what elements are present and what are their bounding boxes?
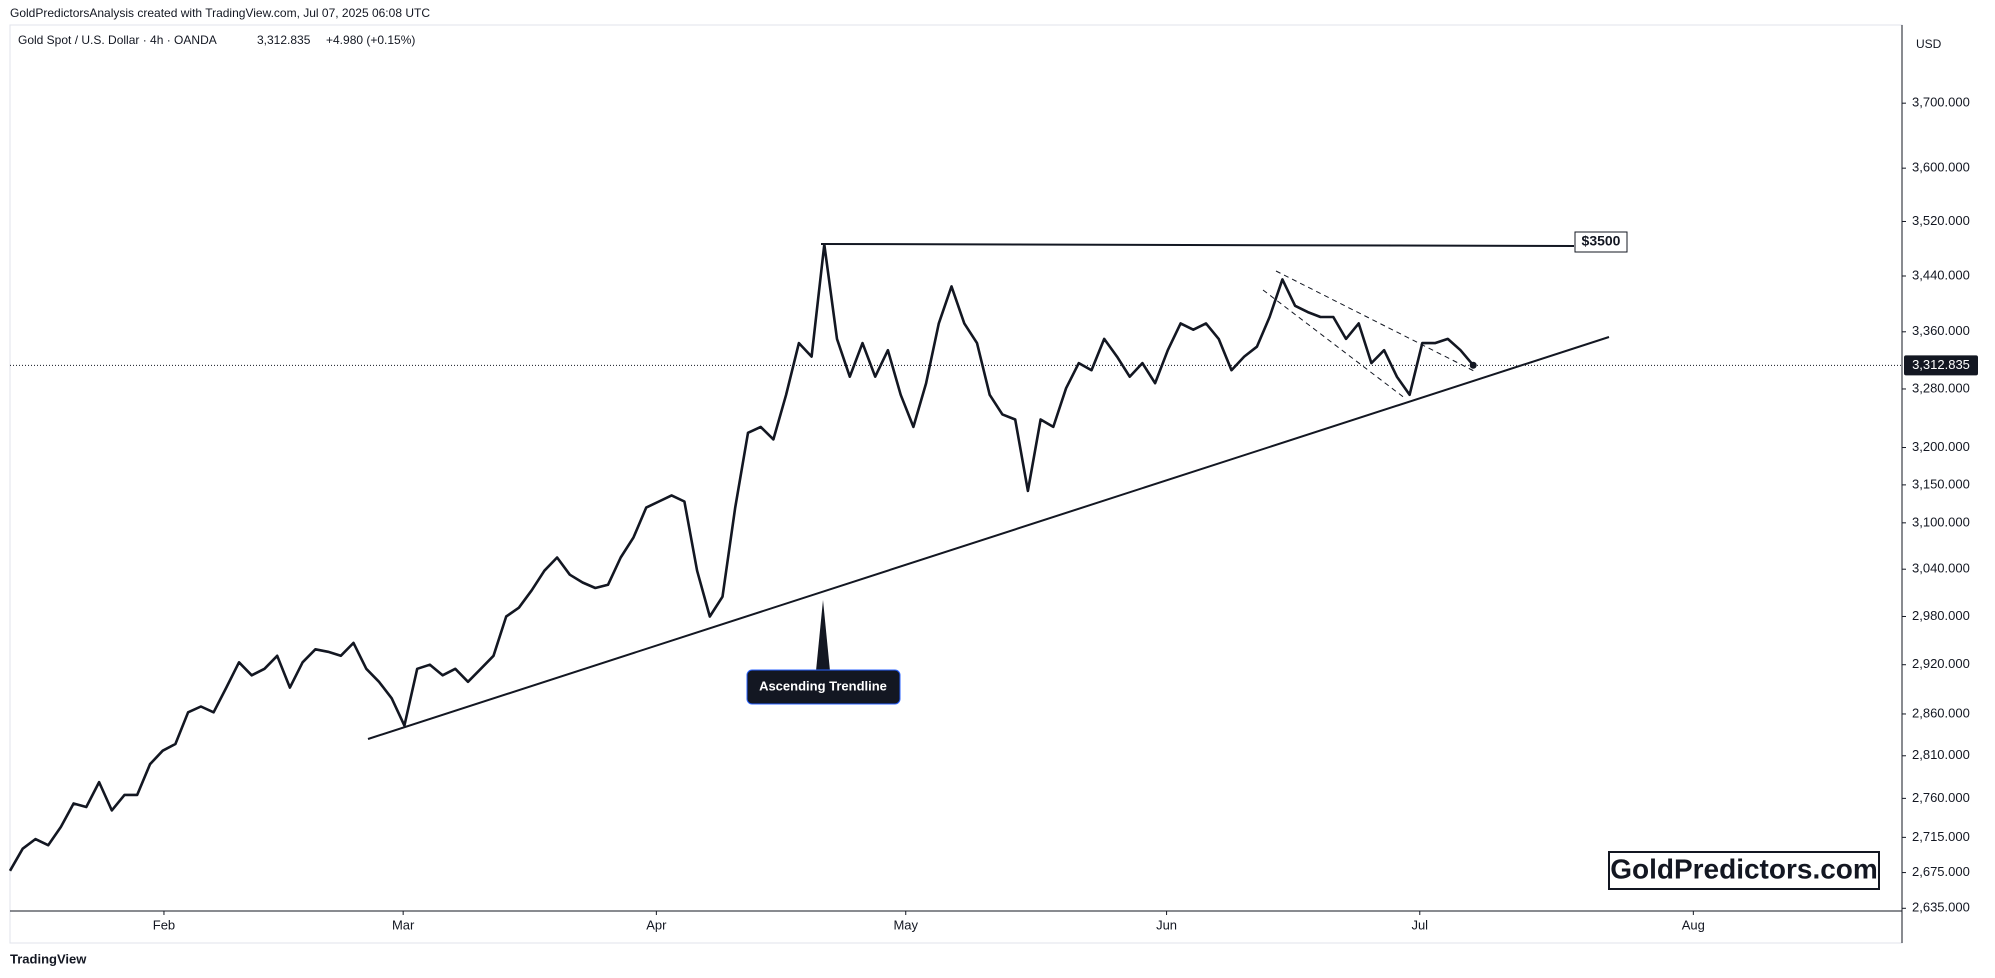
channel-lower (1262, 289, 1407, 400)
y-tick-label: 3,280.000 (1912, 380, 1970, 395)
x-tick-label: Jun (1156, 917, 1177, 932)
y-tick-label: 2,810.000 (1912, 747, 1970, 762)
x-tick-label: Feb (153, 917, 175, 932)
y-tick-label: 2,715.000 (1912, 829, 1970, 844)
y-tick-label: 2,920.000 (1912, 656, 1970, 671)
resistance-label: $3500 (1582, 233, 1621, 249)
x-tick-label: Apr (646, 917, 667, 932)
y-tick-label: 2,980.000 (1912, 608, 1970, 623)
y-tick-label: 3,700.000 (1912, 95, 1970, 110)
x-tick-label: May (893, 917, 918, 932)
ascending-trendline (367, 336, 1610, 740)
tradingview-logo: TradingView (10, 951, 87, 966)
last-price-box (1904, 355, 1978, 376)
y-tick-label: 3,360.000 (1912, 323, 1970, 338)
x-tick-label: Aug (1682, 917, 1705, 932)
y-tick-label: 2,675.000 (1912, 864, 1970, 879)
resistance-label-box (1574, 231, 1628, 253)
watermark-box (1608, 851, 1880, 890)
callout-arrow (816, 600, 830, 671)
watermark: GoldPredictors.com (1610, 853, 1878, 884)
last-point (1469, 361, 1477, 369)
y-tick-label: 2,635.000 (1912, 900, 1970, 915)
y-tick-label: 2,860.000 (1912, 705, 1970, 720)
price-line (8, 243, 1475, 872)
channel-upper (1275, 270, 1477, 373)
x-tick-label: Jul (1411, 917, 1428, 932)
y-tick-label: 3,200.000 (1912, 439, 1970, 454)
y-tick-label: 3,520.000 (1912, 213, 1970, 228)
y-tick-label: 3,440.000 (1912, 267, 1970, 282)
plot (8, 243, 1902, 872)
change: +4.980 (+0.15%) (326, 33, 415, 47)
x-tick-label: Mar (392, 917, 415, 932)
last-price-label: 3,312.835 (1912, 357, 1970, 372)
y-tick-label: 2,760.000 (1912, 790, 1970, 805)
y-tick-label: 3,040.000 (1912, 561, 1970, 576)
y-tick-label: 3,150.000 (1912, 476, 1970, 491)
attribution: GoldPredictorsAnalysis created with Trad… (10, 6, 430, 20)
callout-text: Ascending Trendline (759, 678, 887, 693)
y-tick-label: 3,600.000 (1912, 160, 1970, 175)
resistance-line (820, 243, 1575, 247)
callout-box (746, 669, 901, 705)
last-price-header: 3,312.835 (257, 33, 311, 47)
y-tick-label: 3,100.000 (1912, 514, 1970, 529)
symbol: Gold Spot / U.S. Dollar · 4h · OANDA (18, 33, 217, 47)
currency: USD (1916, 37, 1942, 51)
